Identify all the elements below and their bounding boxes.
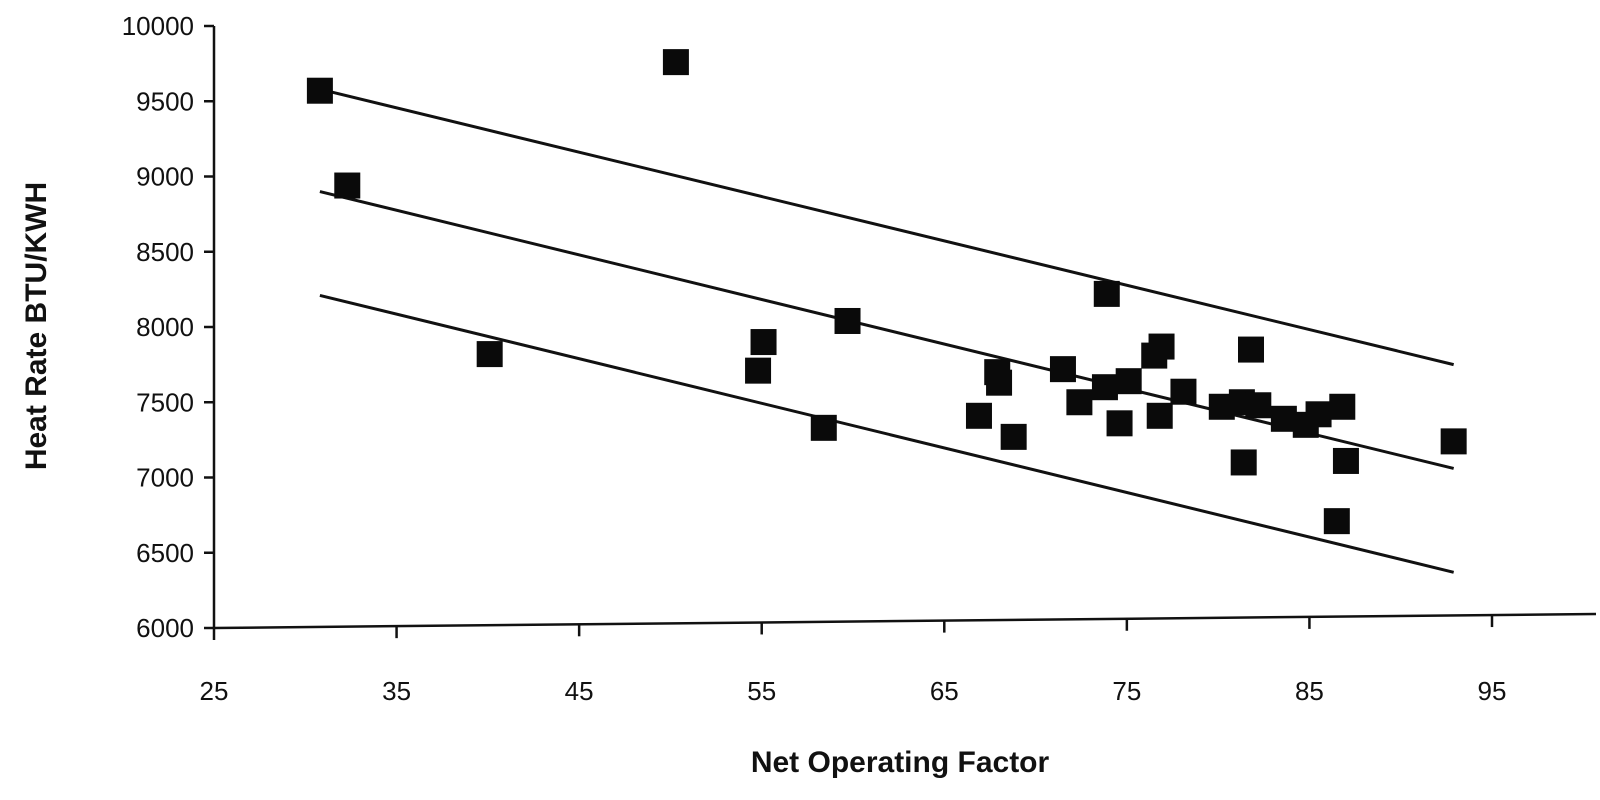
- data-point: [1170, 378, 1197, 405]
- x-axis-line: [213, 612, 1597, 630]
- data-point: [834, 307, 861, 334]
- x-tick-label: 95: [1478, 676, 1507, 706]
- x-tick-label: 25: [200, 676, 229, 706]
- data-point: [1066, 389, 1093, 416]
- data-point: [810, 414, 837, 441]
- x-tick-label: 45: [565, 676, 594, 706]
- data-point: [750, 329, 777, 356]
- data-point: [1093, 280, 1120, 307]
- y-tick-label: 7000: [136, 463, 194, 493]
- y-tick-label: 7500: [136, 387, 194, 417]
- y-tick-label: 9500: [136, 86, 194, 116]
- y-tick-label: 8000: [136, 312, 194, 342]
- data-point: [986, 369, 1013, 396]
- data-point: [1146, 402, 1173, 429]
- x-tick-label: 35: [382, 676, 411, 706]
- data-point: [1238, 336, 1265, 363]
- data-point: [1440, 428, 1467, 455]
- data-point: [745, 357, 772, 384]
- x-tick-label: 75: [1112, 676, 1141, 706]
- x-tick-label: 65: [930, 676, 959, 706]
- data-point: [334, 172, 361, 199]
- y-tick-labels: 6000 6500 7000 7500 8000 8500 9000 9500 10000: [122, 11, 214, 643]
- data-points: [306, 49, 1467, 535]
- data-point: [1148, 333, 1175, 360]
- y-tick-label: 6000: [136, 613, 194, 643]
- data-point: [1230, 449, 1257, 476]
- y-tick-label: 6500: [136, 538, 194, 568]
- data-point: [1091, 374, 1118, 401]
- data-point: [306, 77, 333, 104]
- y-tick-label: 8500: [136, 237, 194, 267]
- band-lines: [319, 87, 1455, 574]
- data-point: [965, 402, 992, 429]
- data-point: [1270, 405, 1297, 432]
- data-point: [1245, 392, 1272, 419]
- data-point: [1332, 447, 1359, 474]
- band-line-3: [319, 293, 1455, 574]
- band-line-2: [319, 190, 1455, 470]
- data-point: [1049, 356, 1076, 383]
- data-point: [476, 341, 503, 368]
- x-tick-label: 85: [1295, 676, 1324, 706]
- x-tick-labels: 25 35 45 55 65 75 85 95: [200, 615, 1507, 706]
- data-point: [1115, 368, 1142, 395]
- y-axis-title: Heat Rate BTU/KWH: [20, 182, 53, 470]
- data-point: [1323, 508, 1350, 535]
- x-axis: [213, 612, 1597, 630]
- data-point: [1329, 393, 1356, 420]
- data-point: [1000, 423, 1027, 450]
- band-line-1: [319, 87, 1455, 367]
- data-point: [662, 49, 689, 76]
- y-tick-label: 9000: [136, 162, 194, 192]
- data-point: [1305, 401, 1332, 428]
- x-tick-label: 55: [747, 676, 776, 706]
- data-point: [1106, 410, 1133, 437]
- x-axis-title: Net Operating Factor: [751, 746, 1050, 779]
- y-tick-label: 10000: [122, 11, 194, 41]
